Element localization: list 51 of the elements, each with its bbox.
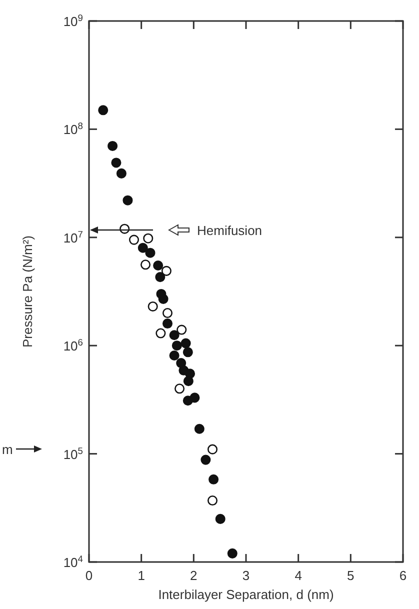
point xyxy=(172,340,182,351)
y-tick-label: 10$^{9}$ xyxy=(63,13,83,29)
x-axis-title: Interbilayer Separation, d (nm) xyxy=(158,587,334,602)
x-tick-label: 4 xyxy=(294,568,302,583)
point xyxy=(155,272,166,282)
point xyxy=(207,444,218,454)
point xyxy=(122,195,133,206)
point xyxy=(169,350,180,361)
point xyxy=(116,168,126,178)
y-tick-label: 10$^{6}$ xyxy=(63,338,83,354)
x-tick-label: 5 xyxy=(347,568,354,583)
y-tick-label: 10$^{8}$ xyxy=(63,121,83,138)
point xyxy=(148,301,158,312)
point xyxy=(176,324,187,335)
point xyxy=(200,454,211,465)
point xyxy=(183,376,194,386)
point xyxy=(190,392,200,403)
point xyxy=(207,496,218,506)
point xyxy=(143,233,154,244)
point xyxy=(153,260,164,271)
point xyxy=(162,318,173,329)
x-tick-label: 2 xyxy=(190,568,198,583)
point xyxy=(174,384,185,394)
point xyxy=(182,347,193,358)
point xyxy=(169,330,180,340)
x-tick-label: 0 xyxy=(85,568,93,583)
point xyxy=(128,234,140,245)
point xyxy=(111,158,122,168)
point xyxy=(108,140,118,151)
y-axis-title: Pressure Pa (N/m²) xyxy=(20,236,35,348)
point xyxy=(98,105,108,116)
point xyxy=(215,514,226,524)
x-tick-label: 1 xyxy=(138,568,145,583)
point xyxy=(145,248,156,258)
text: m xyxy=(2,442,13,457)
annotation: Hemifusion xyxy=(197,223,262,238)
y-tick-label: 10$^{5}$ xyxy=(63,446,83,462)
x-tick-label: 3 xyxy=(242,568,250,583)
point xyxy=(227,548,238,558)
point xyxy=(161,266,172,276)
point xyxy=(158,294,168,304)
y-tick-label: 10$^{4}$ xyxy=(63,554,83,570)
point xyxy=(180,338,191,348)
point xyxy=(208,474,219,484)
y-tick-label: 10$^{7}$ xyxy=(63,229,83,246)
x-tick-label: 6 xyxy=(399,568,407,583)
point xyxy=(140,260,151,270)
point xyxy=(156,328,166,338)
point xyxy=(138,242,148,253)
point xyxy=(194,424,204,434)
point xyxy=(162,308,173,318)
